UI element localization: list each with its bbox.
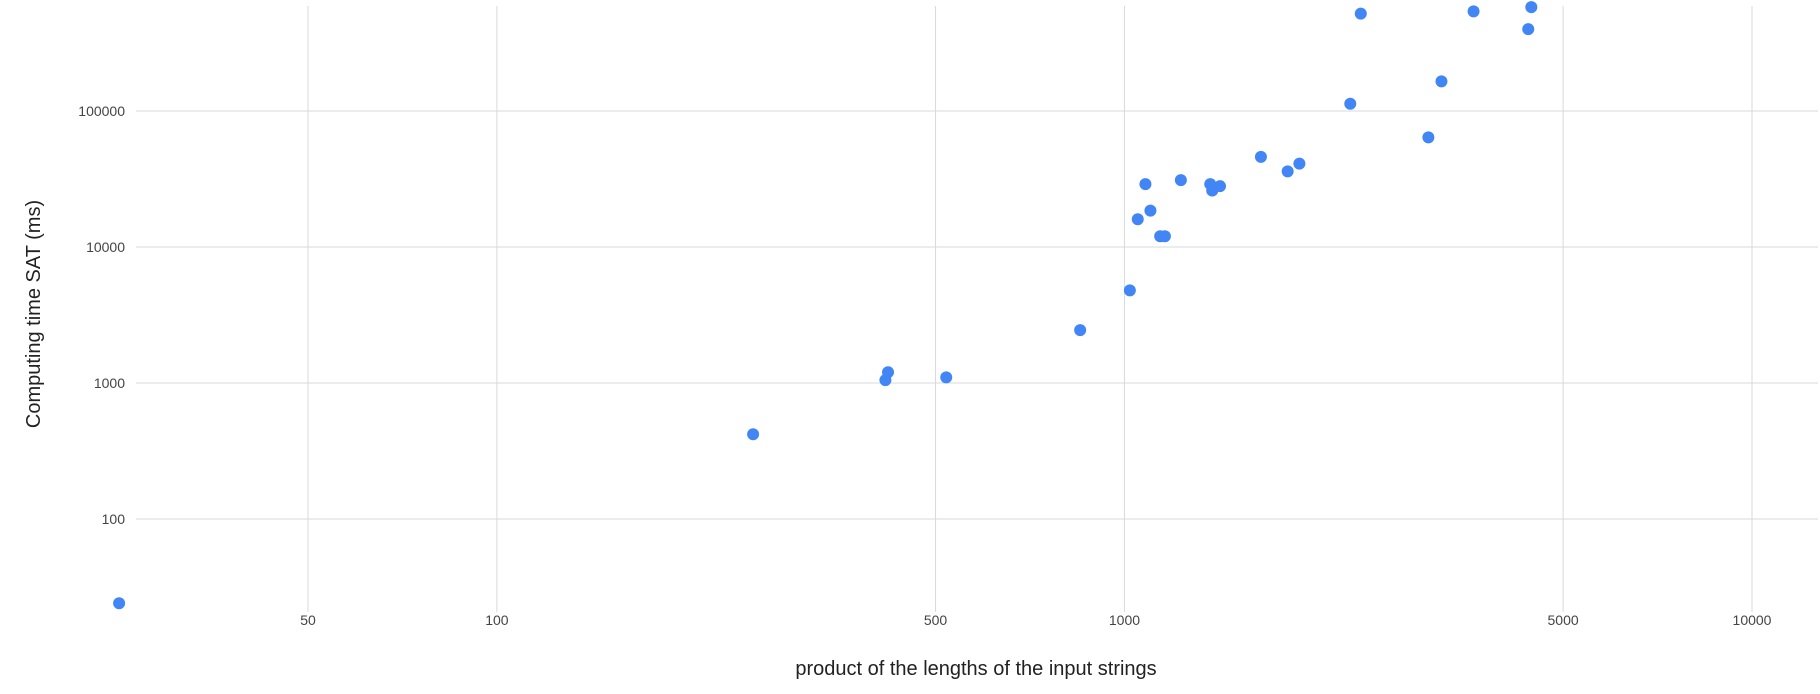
tick-labels: 50 100 500 1000 5000 10000 100 1000 10000 100000	[78, 103, 1771, 628]
data-point	[1344, 97, 1357, 110]
grid-lines	[136, 6, 1818, 612]
x-tick-label: 50	[300, 612, 316, 628]
y-tick-label: 100000	[78, 103, 125, 119]
data-point	[1422, 131, 1435, 144]
data-point	[1174, 174, 1187, 187]
y-tick-label: 1000	[94, 375, 125, 391]
y-tick-label: 100	[102, 511, 126, 527]
data-point	[882, 366, 895, 379]
data-point	[1435, 75, 1448, 88]
data-point	[1467, 5, 1480, 18]
data-point	[1354, 7, 1367, 20]
x-tick-label: 10000	[1733, 612, 1772, 628]
x-tick-label: 5000	[1548, 612, 1579, 628]
y-axis-title: Computing time SAT (ms)	[23, 200, 45, 428]
data-point	[1522, 23, 1535, 36]
x-tick-label: 100	[485, 612, 509, 628]
data-point	[1131, 213, 1144, 226]
data-point	[1254, 150, 1267, 163]
data-point	[940, 371, 953, 384]
x-tick-label: 1000	[1109, 612, 1140, 628]
y-tick-label: 10000	[86, 239, 125, 255]
data-point	[113, 597, 126, 610]
data-point	[1074, 324, 1087, 337]
data-point	[1214, 180, 1227, 193]
data-point	[1293, 157, 1306, 170]
x-tick-label: 500	[924, 612, 948, 628]
x-axis-title: product of the lengths of the input stri…	[795, 658, 1156, 680]
data-point	[1281, 165, 1294, 178]
data-point	[1123, 284, 1136, 297]
data-points	[113, 1, 1538, 610]
data-point	[1158, 230, 1171, 243]
data-point	[1144, 204, 1157, 217]
data-point	[747, 428, 760, 441]
data-point	[1139, 178, 1152, 191]
data-point	[1525, 1, 1538, 14]
